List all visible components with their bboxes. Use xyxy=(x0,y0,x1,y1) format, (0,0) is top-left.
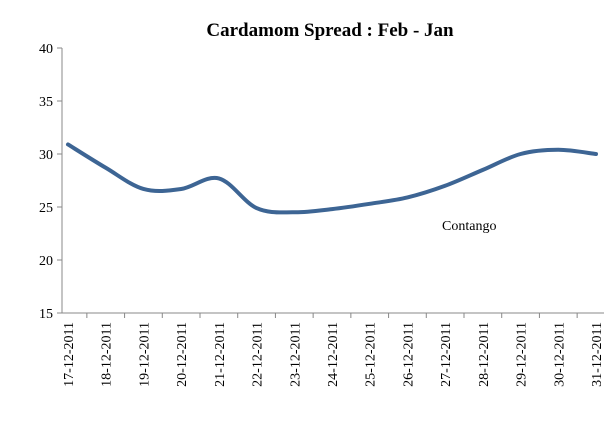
x-tick-label: 30-12-2011 xyxy=(552,322,567,387)
y-tick-label: 20 xyxy=(39,254,53,269)
x-tick-label: 31-12-2011 xyxy=(590,322,605,387)
x-tick-label: 17-12-2011 xyxy=(62,322,77,387)
x-tick-label: 25-12-2011 xyxy=(364,322,379,387)
y-tick-label: 25 xyxy=(39,201,53,216)
x-tick-label: 29-12-2011 xyxy=(515,322,530,387)
x-tick-label: 19-12-2011 xyxy=(137,322,152,387)
x-tick-label: 26-12-2011 xyxy=(401,322,416,387)
x-tick-label: 27-12-2011 xyxy=(439,322,454,387)
annotation: Contango xyxy=(442,219,496,234)
x-tick-label: 18-12-2011 xyxy=(100,322,115,387)
y-tick-label: 35 xyxy=(39,95,53,110)
line xyxy=(66,142,598,215)
x-tick-label: 21-12-2011 xyxy=(213,322,228,387)
y-tick-label: 40 xyxy=(39,42,53,57)
chart-title: Cardamom Spread : Feb - Jan xyxy=(206,20,454,41)
x-tick-label: 20-12-2011 xyxy=(175,322,190,387)
y-tick-label: 30 xyxy=(39,148,53,163)
x-tick-label: 23-12-2011 xyxy=(288,322,303,387)
x-tick-label: 24-12-2011 xyxy=(326,322,341,387)
x-tick-label: 22-12-2011 xyxy=(251,322,266,387)
y-tick-label: 15 xyxy=(39,307,53,322)
x-tick-label: 28-12-2011 xyxy=(477,322,492,387)
